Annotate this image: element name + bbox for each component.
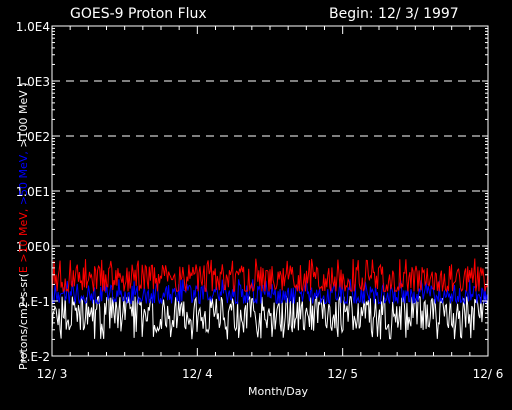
x-tick-label-1: 12/ 4 bbox=[182, 367, 213, 381]
gridlines bbox=[52, 80, 488, 247]
y-tick-label-6: 1.0E4 bbox=[16, 20, 50, 34]
y-tick-label-3: 1.0E1 bbox=[16, 185, 50, 199]
y-axis: 1.E-2 1.E-1 1.0E0 1.0E1 1.0E2 1.0E3 1.0E4 bbox=[16, 20, 488, 364]
x-axis: 12/ 3 12/ 4 12/ 5 12/ 6 bbox=[37, 26, 504, 381]
chart-title: GOES-9 Proton Flux bbox=[70, 6, 207, 22]
x-tick-label-3: 12/ 6 bbox=[473, 367, 504, 381]
y-tick-label-1: 1.E-1 bbox=[19, 295, 50, 309]
y-axis-label-part-2: >50 MeV, bbox=[17, 148, 30, 206]
x-tick-label-2: 12/ 5 bbox=[327, 367, 358, 381]
series-0 bbox=[51, 258, 489, 293]
series-traces bbox=[51, 258, 489, 340]
x-axis-label: Month/Day bbox=[248, 385, 308, 398]
y-tick-label-0: 1.E-2 bbox=[19, 350, 50, 364]
y-tick-label-4: 1.0E2 bbox=[16, 130, 50, 144]
y-tick-label-2: 1.0E0 bbox=[16, 240, 50, 254]
y-axis-label-part-0: Protons/cm2-s-sr( bbox=[17, 273, 30, 370]
y-tick-label-5: 1.0E3 bbox=[16, 75, 50, 89]
chart-begin-date: Begin: 12/ 3/ 1997 bbox=[329, 6, 459, 22]
x-tick-label-0: 12/ 3 bbox=[37, 367, 68, 381]
series-1 bbox=[51, 279, 489, 306]
y-axis-label-part-1: E >10 MeV, bbox=[17, 205, 30, 273]
y-axis-label: Protons/cm2-s-sr(E >10 MeV, >50 MeV, >10… bbox=[17, 82, 30, 370]
y-axis-label-part-3: >100 MeV ) bbox=[17, 82, 30, 147]
